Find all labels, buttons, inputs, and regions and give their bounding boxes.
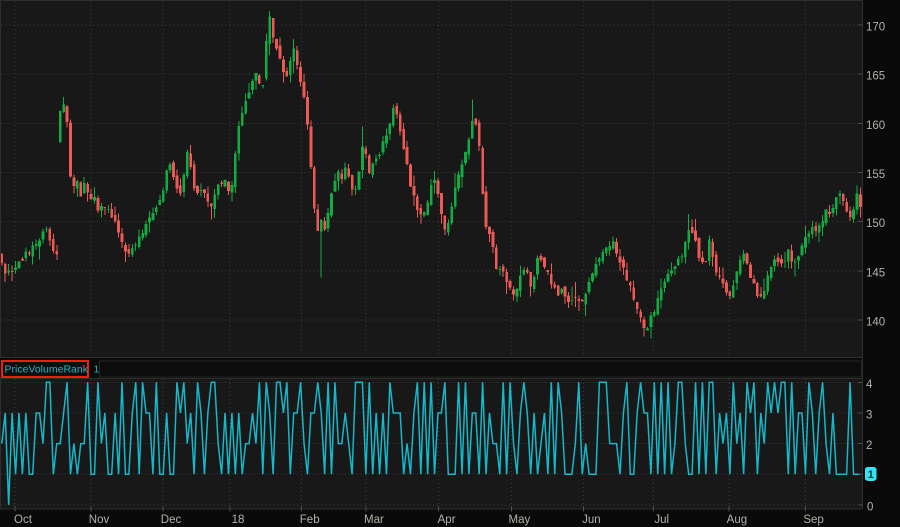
- svg-text:18: 18: [232, 514, 245, 526]
- svg-text:165: 165: [866, 71, 885, 83]
- svg-text:145: 145: [866, 267, 885, 279]
- svg-text:155: 155: [866, 169, 885, 181]
- svg-text:Jul: Jul: [654, 514, 669, 526]
- svg-text:0: 0: [867, 501, 873, 513]
- svg-text:160: 160: [866, 120, 885, 132]
- svg-text:Sep: Sep: [803, 514, 823, 526]
- svg-text:140: 140: [866, 317, 885, 329]
- svg-text:Dec: Dec: [161, 514, 182, 526]
- svg-text:4: 4: [866, 379, 873, 391]
- svg-text:2: 2: [866, 440, 872, 452]
- svg-text:150: 150: [866, 218, 885, 230]
- svg-text:1: 1: [868, 469, 874, 481]
- svg-text:Aug: Aug: [727, 514, 747, 526]
- svg-text:Feb: Feb: [300, 514, 320, 526]
- svg-text:1: 1: [94, 364, 100, 376]
- svg-text:Oct: Oct: [14, 514, 33, 526]
- svg-text:Mar: Mar: [364, 514, 384, 526]
- svg-text:170: 170: [866, 22, 885, 34]
- svg-text:3: 3: [866, 409, 872, 421]
- svg-text:Nov: Nov: [89, 514, 110, 526]
- svg-text:PriceVolumeRank: PriceVolumeRank: [5, 364, 89, 376]
- svg-text:Apr: Apr: [438, 514, 456, 526]
- svg-text:Jun: Jun: [582, 514, 601, 526]
- svg-text:May: May: [509, 514, 531, 526]
